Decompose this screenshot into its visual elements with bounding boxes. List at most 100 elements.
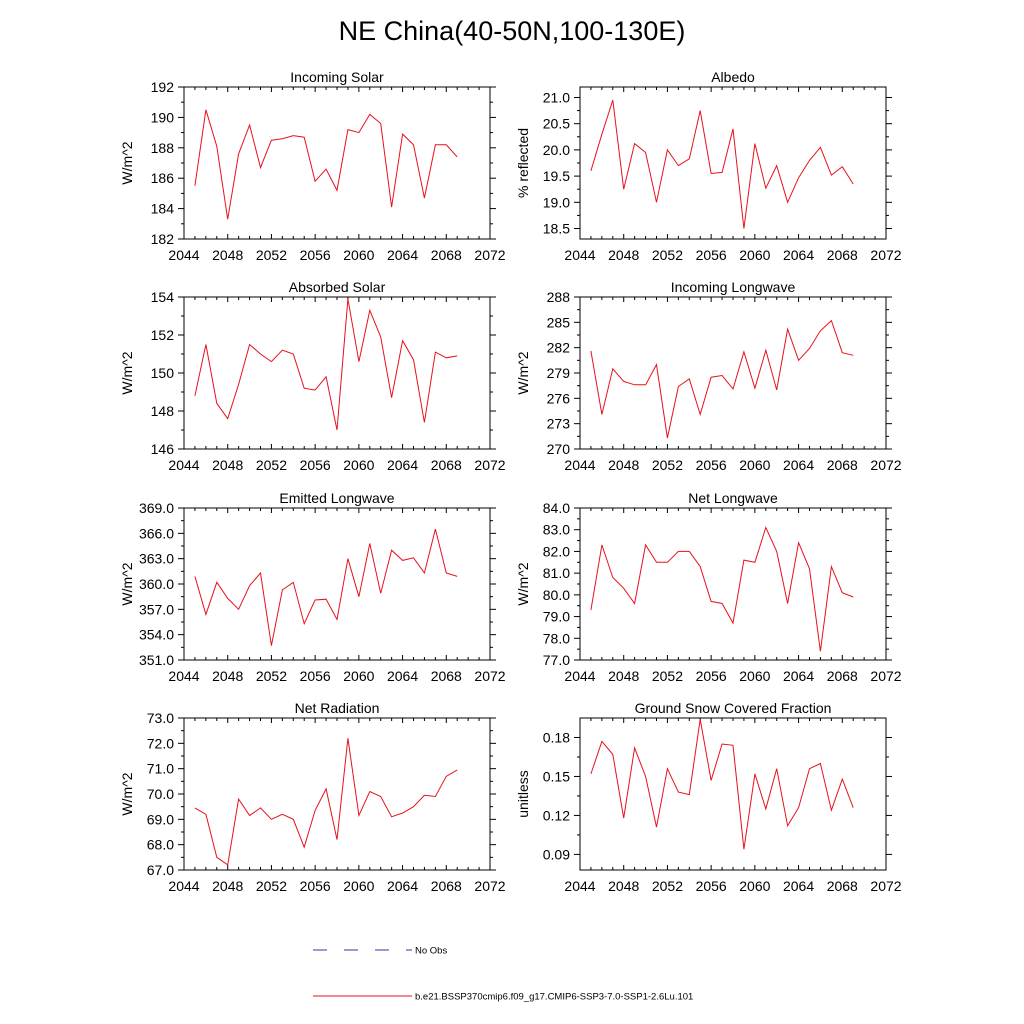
data-point xyxy=(336,619,337,620)
data-point xyxy=(304,137,305,138)
data-point xyxy=(369,543,370,544)
y-tick-label: 0.12 xyxy=(543,807,570,823)
data-point xyxy=(315,810,316,811)
panel-frame xyxy=(579,296,887,450)
data-point xyxy=(623,189,624,190)
data-point xyxy=(711,173,712,174)
y-axis-label: W/m^2 xyxy=(119,141,135,184)
data-point xyxy=(809,348,810,349)
data-point xyxy=(435,529,436,530)
panel-frame xyxy=(579,86,887,240)
data-point xyxy=(315,181,316,182)
y-tick-label: 80.0 xyxy=(543,587,570,603)
x-tick-label: 2048 xyxy=(608,457,639,473)
x-tick-label: 2052 xyxy=(652,457,683,473)
data-point xyxy=(216,146,217,147)
data-point xyxy=(380,336,381,337)
x-tick-label: 2064 xyxy=(387,668,418,684)
data-point xyxy=(205,109,206,110)
x-tick-label: 2048 xyxy=(608,247,639,263)
data-point xyxy=(656,364,657,365)
data-point xyxy=(634,747,635,748)
x-tick-label: 2044 xyxy=(168,247,199,263)
data-point xyxy=(765,350,766,351)
data-point xyxy=(612,100,613,101)
data-point xyxy=(446,144,447,145)
data-point xyxy=(765,808,766,809)
data-point xyxy=(820,330,821,331)
data-point xyxy=(380,796,381,797)
y-tick-label: 270 xyxy=(547,441,571,457)
data-point xyxy=(612,577,613,578)
x-tick-label: 2056 xyxy=(696,247,727,263)
x-tick-label: 2072 xyxy=(870,878,901,894)
data-point xyxy=(689,158,690,159)
data-point xyxy=(743,351,744,352)
data-point xyxy=(667,149,668,150)
data-point xyxy=(238,384,239,385)
data-point xyxy=(667,768,668,769)
x-tick-label: 2072 xyxy=(870,668,901,684)
x-tick-label: 2072 xyxy=(870,457,901,473)
data-point xyxy=(293,353,294,354)
data-point xyxy=(754,562,755,563)
data-point xyxy=(645,152,646,153)
data-point xyxy=(435,144,436,145)
data-point xyxy=(700,110,701,111)
panel-title: Absorbed Solar xyxy=(289,279,386,295)
data-point xyxy=(304,623,305,624)
data-point xyxy=(391,206,392,207)
panel-7: Net Radiation W/m^2 2044 2048 2052 2056 2060 20… xyxy=(119,700,506,894)
y-tick-label: 20.5 xyxy=(543,116,570,132)
y-tick-label: 18.5 xyxy=(543,221,570,237)
series-line xyxy=(590,719,854,850)
data-point xyxy=(853,183,854,184)
y-tick-label: 84.0 xyxy=(543,500,570,516)
y-tick-label: 78.0 xyxy=(543,630,570,646)
x-tick-label: 2068 xyxy=(827,457,858,473)
data-point xyxy=(249,124,250,125)
data-point xyxy=(336,190,337,191)
data-point xyxy=(347,298,348,299)
data-point xyxy=(601,741,602,742)
data-point xyxy=(194,807,195,808)
data-point xyxy=(413,557,414,558)
data-point xyxy=(216,403,217,404)
series-line xyxy=(590,99,854,229)
panel-title: Incoming Solar xyxy=(290,69,384,85)
y-tick-label: 354.0 xyxy=(139,627,174,643)
y-tick-label: 366.0 xyxy=(139,525,174,541)
data-point xyxy=(402,812,403,813)
y-axis-label: W/m^2 xyxy=(119,351,135,394)
y-tick-label: 148 xyxy=(151,403,175,419)
y-tick-label: 369.0 xyxy=(139,500,174,516)
data-point xyxy=(413,806,414,807)
series-line xyxy=(194,109,458,220)
data-point xyxy=(249,585,250,586)
data-point xyxy=(205,614,206,615)
data-point xyxy=(776,389,777,390)
data-point xyxy=(369,310,370,311)
data-point xyxy=(721,743,722,744)
data-point xyxy=(711,601,712,602)
data-point xyxy=(787,603,788,604)
y-tick-label: 21.0 xyxy=(543,89,570,105)
x-tick-label: 2064 xyxy=(783,668,814,684)
panel-4: Incoming Longwave W/m^2 2044 2048 2052 2056 20… xyxy=(515,279,902,473)
x-tick-label: 2052 xyxy=(652,247,683,263)
y-tick-label: 276 xyxy=(547,390,571,406)
data-point xyxy=(369,114,370,115)
panel-frame xyxy=(579,507,887,661)
data-point xyxy=(612,368,613,369)
x-tick-label: 2060 xyxy=(739,247,770,263)
panel-title: Incoming Longwave xyxy=(671,279,796,295)
y-tick-label: 186 xyxy=(151,170,175,186)
x-tick-label: 2044 xyxy=(564,457,595,473)
x-tick-label: 2068 xyxy=(827,878,858,894)
series-line xyxy=(194,738,458,866)
data-point xyxy=(347,558,348,559)
x-tick-label: 2056 xyxy=(300,457,331,473)
y-tick-label: 285 xyxy=(547,314,571,330)
data-point xyxy=(754,388,755,389)
y-tick-label: 19.0 xyxy=(543,194,570,210)
